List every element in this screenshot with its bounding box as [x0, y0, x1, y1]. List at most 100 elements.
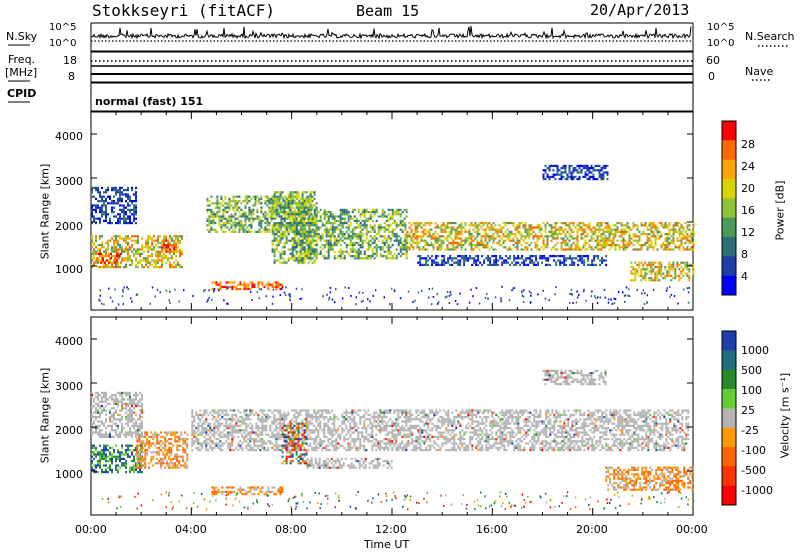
- vel-data-cell: [158, 440, 161, 443]
- power-data-cell: [542, 222, 545, 225]
- power-data-cell: [438, 248, 441, 251]
- power-data-cell: [680, 230, 683, 233]
- power-data-cell: [554, 233, 557, 236]
- vel-data-cell: [129, 429, 131, 432]
- power-data-cell: [303, 215, 306, 218]
- power-data-cell: [293, 228, 296, 231]
- power-data-cell: [680, 266, 683, 269]
- power-data-cell: [256, 230, 259, 233]
- power-data-cell: [405, 248, 408, 251]
- power-data-cell: [361, 235, 364, 238]
- power-data-cell: [662, 224, 665, 227]
- power-data-speck: [614, 298, 617, 301]
- power-data-cell: [418, 235, 421, 238]
- power-data-cell: [252, 211, 255, 214]
- power-data-cell: [672, 226, 675, 229]
- power-data-cell: [588, 178, 591, 181]
- power-data-speck: [372, 294, 374, 297]
- power-data-cell: [666, 239, 669, 242]
- power-data-cell: [289, 228, 292, 231]
- power-data-cell: [112, 255, 114, 258]
- power-data-cell: [640, 244, 643, 247]
- power-data-cell: [526, 233, 529, 236]
- vel-data-cell: [139, 429, 141, 432]
- power-data-cell: [539, 257, 542, 260]
- power-data-cell: [560, 171, 563, 174]
- power-data-cell: [115, 189, 117, 192]
- vel-data-cell: [152, 451, 155, 454]
- power-data-cell: [383, 213, 386, 216]
- power-data-cell: [644, 261, 647, 264]
- power-data-cell: [412, 248, 415, 251]
- power-data-cell: [333, 255, 336, 258]
- power-data-cell: [95, 237, 97, 240]
- power-data-cell: [441, 255, 444, 258]
- power-data-cell: [604, 167, 607, 170]
- power-data-cell: [584, 164, 587, 167]
- vel-data-cell: [186, 464, 189, 467]
- vel-data-cell: [115, 464, 117, 467]
- vel-data-cell: [113, 400, 115, 403]
- power-data-cell: [412, 246, 415, 249]
- power-data-cell: [91, 208, 93, 211]
- power-data-cell: [325, 213, 328, 216]
- power-data-cell: [600, 175, 603, 178]
- power-data-cell: [224, 195, 227, 198]
- power-data-cell: [642, 244, 645, 247]
- vel-data-cell: [101, 457, 103, 460]
- power-data-cell: [127, 204, 129, 207]
- power-data-cell: [115, 186, 117, 189]
- power-data-cell: [570, 230, 573, 233]
- power-data-cell: [111, 200, 113, 203]
- vel-data-cell: [172, 464, 175, 467]
- power-data-speck: [192, 295, 194, 297]
- vel-data-cell: [111, 394, 113, 397]
- power-data-cell: [95, 204, 97, 207]
- vel-data-cell: [136, 457, 139, 460]
- power-data-cell: [355, 257, 358, 260]
- power-data-cell: [208, 219, 211, 222]
- power-data-cell: [646, 266, 649, 269]
- freq-panel-frame: [90, 51, 694, 83]
- power-data-cell: [329, 222, 332, 225]
- power-data-cell: [285, 261, 288, 264]
- power-data-cell: [602, 230, 605, 233]
- power-data-cell: [278, 222, 281, 225]
- power-data-cell: [212, 217, 215, 220]
- vel-data-cell: [127, 424, 129, 427]
- power-data-cell: [118, 257, 120, 260]
- power-data-cell: [227, 281, 230, 284]
- power-data-cell: [91, 195, 93, 198]
- vel-data-cell: [113, 455, 115, 458]
- power-data-cell: [438, 246, 441, 249]
- power-data-cell: [531, 255, 534, 258]
- power-data-cell: [155, 255, 157, 258]
- power-data-cell: [101, 204, 103, 207]
- power-data-cell: [397, 241, 400, 244]
- power-data-cell: [482, 246, 485, 249]
- power-data-cell: [345, 222, 348, 225]
- power-data-cell: [680, 239, 683, 242]
- vel-data-cell: [135, 453, 137, 456]
- vel-data-cell: [156, 451, 159, 454]
- power-data-cell: [104, 261, 106, 264]
- power-data-cell: [303, 261, 306, 264]
- power-data-cell: [371, 208, 374, 211]
- power-data-cell: [248, 213, 251, 216]
- power-data-cell: [119, 193, 121, 196]
- power-data-cell: [274, 202, 277, 205]
- power-data-cell: [131, 202, 133, 205]
- vel-data-cell: [111, 460, 113, 463]
- power-data-cell: [179, 250, 181, 253]
- power-data-cell: [355, 222, 358, 225]
- power-data-cell: [232, 208, 235, 211]
- power-data-cell: [465, 259, 468, 262]
- power-data-speck: [431, 287, 434, 290]
- power-data-cell: [327, 246, 330, 249]
- power-data-cell: [446, 224, 449, 227]
- power-data-cell: [311, 219, 314, 222]
- power-data-cell: [377, 233, 380, 236]
- vel-data-cell: [111, 457, 113, 460]
- power-data-cell: [175, 266, 177, 269]
- power-data-cell: [393, 235, 396, 238]
